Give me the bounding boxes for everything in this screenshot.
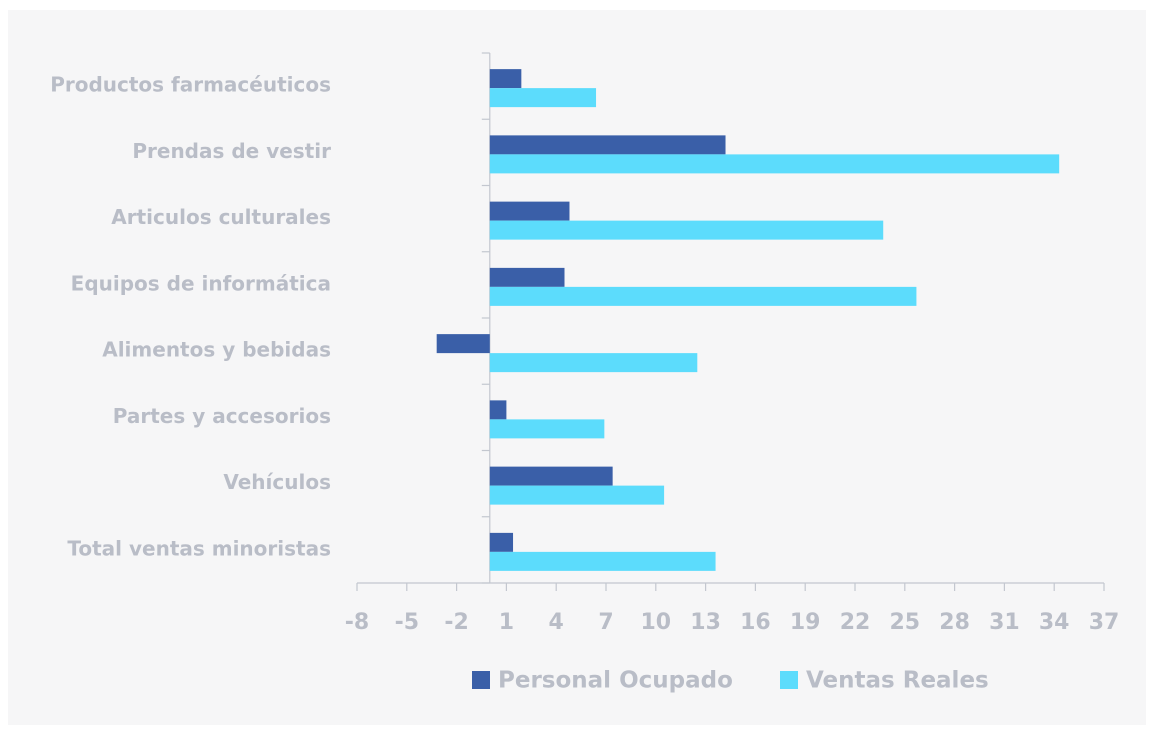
x-tick-label: 28 <box>939 610 970 635</box>
bar <box>489 88 597 108</box>
bar <box>489 135 726 155</box>
bar <box>489 154 1060 174</box>
bar <box>489 286 917 306</box>
bar <box>489 485 665 505</box>
x-tick-label: 1 <box>499 610 514 635</box>
bar <box>489 69 522 89</box>
y-tick-label: Equipos de informática <box>71 271 331 295</box>
y-tick-label: Productos farmacéuticos <box>50 73 331 97</box>
legend-swatch <box>780 671 798 689</box>
x-tick-label: 22 <box>840 610 871 635</box>
bar <box>489 466 613 486</box>
y-tick-label: Alimentos y bebidas <box>102 338 331 362</box>
y-tick-label: Partes y accesorios <box>113 404 331 428</box>
bar <box>436 334 490 354</box>
bar <box>489 532 514 552</box>
x-tick-label: -2 <box>444 610 468 635</box>
legend-label: Personal Ocupado <box>498 668 733 694</box>
y-tick-label: Vehículos <box>223 470 331 494</box>
x-tick-label: 31 <box>989 610 1020 635</box>
bar <box>489 419 605 439</box>
bar <box>489 353 698 373</box>
x-tick-label: 16 <box>740 610 771 635</box>
y-tick-label: Total ventas minoristas <box>67 536 331 560</box>
x-tick-label: 7 <box>598 610 613 635</box>
y-tick-label: Prendas de vestir <box>132 139 331 163</box>
bar <box>489 551 716 571</box>
x-tick-label: -5 <box>395 610 419 635</box>
x-tick-label: 10 <box>640 610 671 635</box>
legend-swatch <box>472 671 490 689</box>
bar <box>489 201 570 221</box>
x-tick-label: 4 <box>549 610 564 635</box>
bar <box>489 267 565 287</box>
x-tick-label: 25 <box>889 610 920 635</box>
x-tick-label: -8 <box>345 610 369 635</box>
x-tick-label: 19 <box>790 610 821 635</box>
legend-label: Ventas Reales <box>806 668 989 694</box>
y-tick-label: Articulos culturales <box>111 205 331 229</box>
x-tick-label: 34 <box>1039 610 1070 635</box>
bar <box>489 400 507 420</box>
bar <box>489 220 884 240</box>
x-tick-label: 13 <box>690 610 721 635</box>
x-tick-label: 37 <box>1089 610 1120 635</box>
